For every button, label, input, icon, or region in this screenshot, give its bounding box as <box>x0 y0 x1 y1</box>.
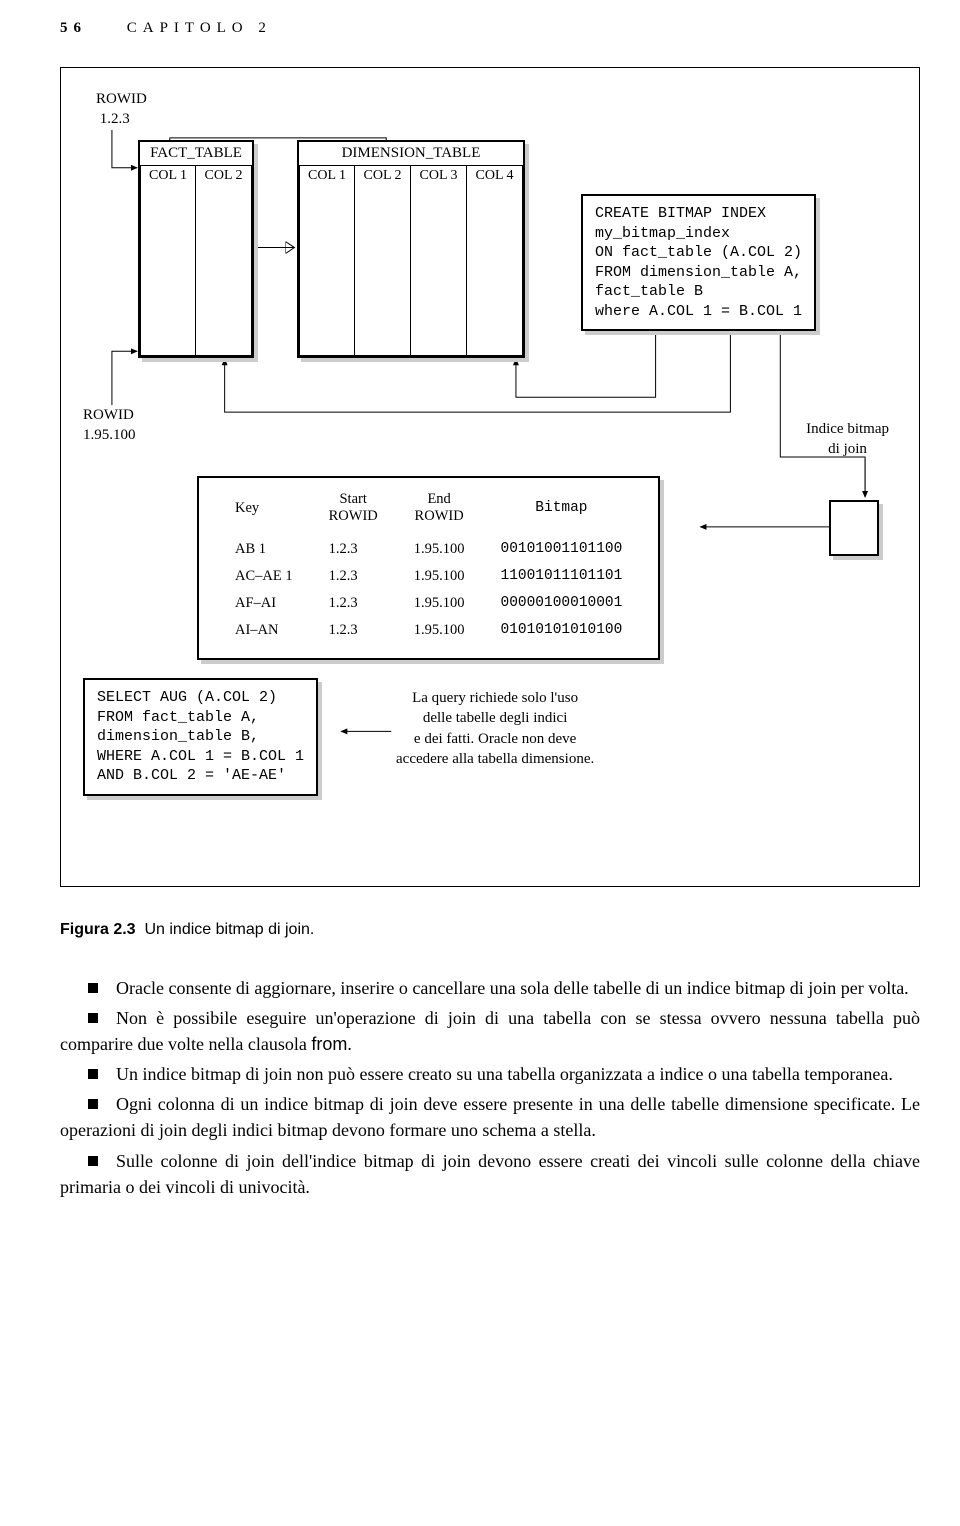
query-annotation: La query richiede solo l'uso delle tabel… <box>396 688 594 769</box>
bitmap-row: AF–AI 1.2.3 1.95.100 00000100010001 <box>217 590 640 617</box>
rowid-2-value: 1.95.100 <box>83 427 136 443</box>
list-item: Oracle consente di aggiornare, inserire … <box>60 975 920 1001</box>
indice-line1: Indice bitmap <box>806 421 889 437</box>
bullet-icon <box>88 1069 98 1079</box>
bullet-text: Un indice bitmap di join non può essere … <box>116 1064 893 1084</box>
bullet-icon <box>88 1099 98 1109</box>
dim-col-3: COL 3 <box>411 165 467 186</box>
bitmap-cell: 00101001101100 <box>483 536 641 563</box>
fact-body-1 <box>140 186 196 356</box>
rowid-1-text: ROWID <box>96 91 147 107</box>
fact-table-box: FACT_TABLE COL 1 COL 2 <box>138 140 254 358</box>
list-item: Un indice bitmap di join non può essere … <box>60 1061 920 1087</box>
bitmap-cell: 1.2.3 <box>311 617 396 644</box>
chapter-title: CAPITOLO 2 <box>127 20 272 36</box>
list-item: Sulle colonne di join dell'indice bitmap… <box>60 1148 920 1200</box>
bitmap-cell: 1.95.100 <box>396 563 483 590</box>
rowid-1-value: 1.2.3 <box>100 111 130 127</box>
rowid-2-label: ROWID 1.95.100 <box>83 406 136 445</box>
bitmap-row: AI–AN 1.2.3 1.95.100 01010101010100 <box>217 617 640 644</box>
bullet-list: Oracle consente di aggiornare, inserire … <box>60 975 920 1200</box>
rowid-2-text: ROWID <box>83 407 134 423</box>
create-sql-box: CREATE BITMAP INDEX my_bitmap_index ON f… <box>581 194 816 331</box>
annot-l4: accedere alla tabella dimensione. <box>396 751 594 767</box>
bitmap-cell: 1.2.3 <box>311 563 396 590</box>
bitmap-h-key: Key <box>217 488 311 536</box>
dim-col-1: COL 1 <box>299 165 355 186</box>
bitmap-cell: AC–AE 1 <box>217 563 311 590</box>
indice-bitmap-label: Indice bitmap di join <box>806 420 889 459</box>
list-item: Non è possibile eseguire un'operazione d… <box>60 1005 920 1057</box>
dimension-table-box: DIMENSION_TABLE COL 1 COL 2 COL 3 COL 4 <box>297 140 525 358</box>
annot-l1: La query richiede solo l'uso <box>412 690 578 706</box>
fact-body-2 <box>196 186 252 356</box>
fact-table-title: FACT_TABLE <box>140 142 252 165</box>
page-header: 56 CAPITOLO 2 <box>60 20 920 37</box>
annot-l3: e dei fatti. Oracle non deve <box>414 731 576 747</box>
dim-body-1 <box>299 186 355 356</box>
bitmap-cell: 1.95.100 <box>396 617 483 644</box>
bitmap-cell: 00000100010001 <box>483 590 641 617</box>
bullet-text: Ogni colonna di un indice bitmap di join… <box>60 1094 920 1140</box>
bullet-text: Sulle colonne di join dell'indice bitmap… <box>60 1151 920 1197</box>
bullet-icon <box>88 1013 98 1023</box>
bitmap-cell: AF–AI <box>217 590 311 617</box>
page-number: 56 <box>60 20 87 36</box>
small-index-box <box>829 500 879 556</box>
annot-l2: delle tabelle degli indici <box>423 710 568 726</box>
dim-body-4 <box>467 186 523 356</box>
bullet-text: Oracle consente di aggiornare, inserire … <box>116 978 909 998</box>
bitmap-cell: AB 1 <box>217 536 311 563</box>
bitmap-h-end: EndROWID <box>396 488 483 536</box>
bitmap-cell: 1.2.3 <box>311 590 396 617</box>
bitmap-cell: 01010101010100 <box>483 617 641 644</box>
dim-col-2: COL 2 <box>355 165 411 186</box>
select-sql-box: SELECT AUG (A.COL 2) FROM fact_table A, … <box>83 678 318 796</box>
bitmap-cell: 11001011101101 <box>483 563 641 590</box>
indice-line2: di join <box>828 441 867 457</box>
list-item: Ogni colonna di un indice bitmap di join… <box>60 1091 920 1143</box>
diagram: ROWID 1.2.3 ROWID 1.95.100 Indice bitmap… <box>60 67 920 887</box>
bitmap-row: AB 1 1.2.3 1.95.100 00101001101100 <box>217 536 640 563</box>
figure-number: Figura 2.3 <box>60 921 136 938</box>
bullet-icon <box>88 1156 98 1166</box>
fact-col-1: COL 1 <box>140 165 196 186</box>
bitmap-cell: AI–AN <box>217 617 311 644</box>
bitmap-cell: 1.95.100 <box>396 536 483 563</box>
dim-body-3 <box>411 186 467 356</box>
bitmap-table: Key StartROWID EndROWID Bitmap AB 1 1.2.… <box>217 488 640 644</box>
dim-col-4: COL 4 <box>467 165 523 186</box>
bullet-icon <box>88 983 98 993</box>
figure-caption: Figura 2.3 Un indice bitmap di join. <box>60 921 920 939</box>
bullet-text: Non è possibile eseguire un'operazione d… <box>60 1008 920 1054</box>
bitmap-h-start: StartROWID <box>311 488 396 536</box>
bitmap-index-box: Key StartROWID EndROWID Bitmap AB 1 1.2.… <box>197 476 660 660</box>
fact-col-2: COL 2 <box>196 165 252 186</box>
bitmap-cell: 1.95.100 <box>396 590 483 617</box>
bitmap-h-bitmap: Bitmap <box>483 488 641 536</box>
rowid-1-label: ROWID 1.2.3 <box>96 90 147 129</box>
bitmap-cell: 1.2.3 <box>311 536 396 563</box>
bitmap-row: AC–AE 1 1.2.3 1.95.100 11001011101101 <box>217 563 640 590</box>
dim-body-2 <box>355 186 411 356</box>
dim-table-title: DIMENSION_TABLE <box>299 142 523 165</box>
figure-text: Un indice bitmap di join. <box>144 921 314 938</box>
